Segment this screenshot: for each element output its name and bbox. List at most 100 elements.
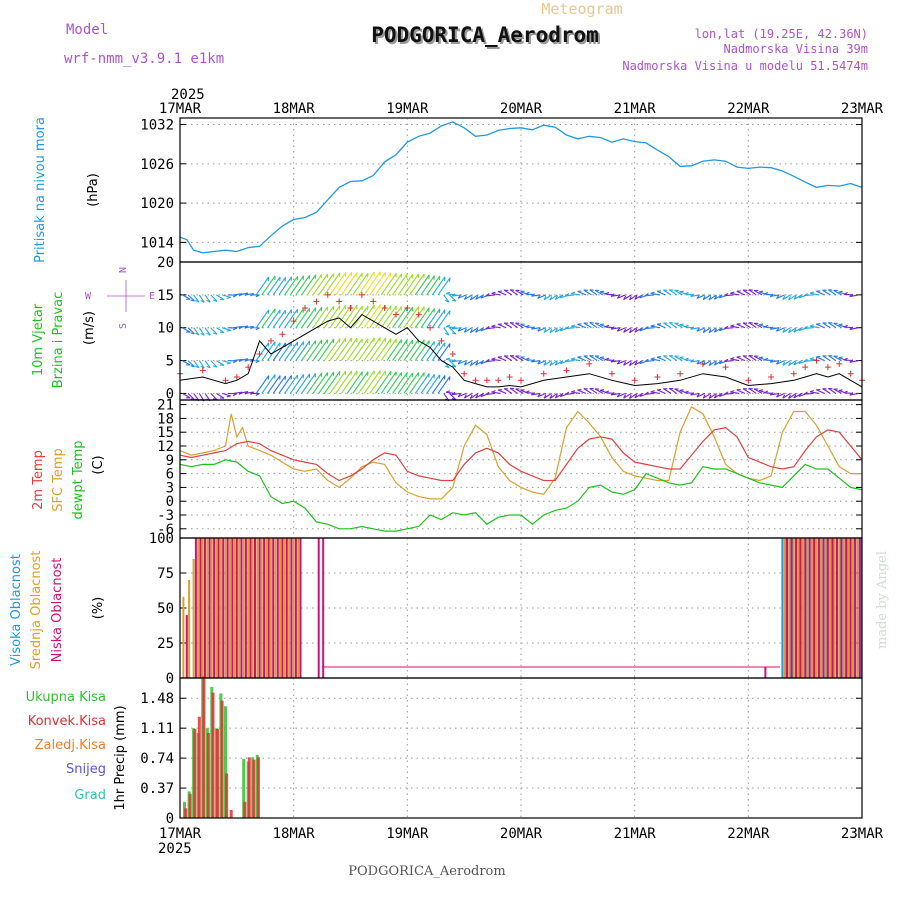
wind-arrow [668, 387, 678, 394]
wind-arrow [221, 360, 231, 364]
wind-arrow [594, 388, 604, 394]
precip-axis-label: 1hr Precip (mm) [113, 705, 128, 810]
wind-arrow [352, 338, 369, 361]
cloud-bar [281, 538, 284, 678]
y-tick-label: 12 [157, 439, 174, 455]
wind-arrow [833, 322, 842, 329]
wind-arrow-head [629, 394, 632, 399]
wind-arrow-head [718, 393, 723, 397]
wind-arrow [267, 375, 281, 394]
wind-arrow-head [690, 326, 695, 330]
wind-arrow-head [232, 393, 237, 397]
wind-arrow [323, 371, 341, 394]
wind-arrow [437, 376, 451, 394]
wind-arrow-head [571, 291, 576, 295]
wind-arrow-head [451, 358, 456, 363]
wind-arrow-head [730, 324, 735, 327]
wind-arrow-head [696, 360, 700, 365]
wind-arrow-head [457, 327, 462, 332]
cloud-bar [240, 538, 243, 678]
wind-arrow [403, 273, 420, 296]
wind-arrow-head [451, 293, 456, 297]
wind-arrow-head [793, 361, 797, 366]
wind-arrow-head [650, 324, 655, 327]
wind-arrow-head [379, 271, 381, 276]
sfc-temp-line [179, 406, 862, 500]
time-tick-label: 22MAR [727, 101, 770, 117]
wind-arrow [182, 392, 191, 399]
temperature-frame [179, 399, 863, 539]
wind-arrow-head [702, 328, 706, 333]
wind-arrow [261, 275, 276, 296]
wind-arrow [457, 360, 467, 365]
cloud-bar [806, 538, 809, 678]
wind-arrow [363, 304, 381, 329]
wind-arrow-head [849, 326, 854, 330]
cloud-bar [845, 538, 848, 678]
wind-arrow-head [764, 324, 769, 328]
wind-arrow [668, 355, 678, 362]
wind-arrow [267, 276, 281, 296]
wind-arrow [770, 327, 780, 330]
wind-arrow [318, 371, 335, 394]
wind-arrow-head [600, 389, 605, 391]
temp-2m-line [179, 426, 863, 482]
wind-arrow [301, 274, 317, 296]
graupel-label: Grad [74, 788, 106, 803]
wind-arrow [464, 294, 473, 300]
cloud-bar [842, 538, 845, 678]
wind-arrow-head [610, 326, 615, 330]
wind-arrow [238, 292, 249, 296]
y-tick-label: 1020 [140, 196, 174, 212]
wind-arrow [363, 271, 381, 296]
wind-arrow-head [793, 394, 797, 399]
wind-arrow [431, 276, 446, 296]
wind-arrow [724, 392, 734, 395]
wind-arrow-head [200, 300, 205, 303]
wind-arrow-head [475, 295, 479, 300]
wind-arrow [730, 325, 740, 329]
compass-north: N [118, 267, 129, 273]
wind-arrow-head [605, 324, 610, 328]
wind-arrow [650, 391, 660, 394]
wind-arrow-head [525, 324, 530, 328]
wind-arrow-head [554, 295, 558, 300]
wind-arrow [663, 322, 672, 329]
wind-arrow-head [485, 391, 490, 395]
wind-arrow [261, 374, 276, 394]
wind-arrow [515, 388, 524, 394]
wind-arrow [261, 308, 276, 329]
wind-arrow-head [190, 365, 195, 368]
wind-arrow [278, 342, 292, 361]
pressure-grid [180, 118, 862, 262]
cloud-bar [233, 538, 236, 678]
wind-arrow [543, 294, 552, 301]
wind-arrow-head [480, 393, 484, 397]
wind-arrow-head [491, 390, 496, 393]
wind-arrow [187, 360, 195, 368]
model-label: Model [66, 22, 108, 38]
wind-arrow [644, 392, 655, 395]
cloud-bar [231, 538, 234, 678]
wind-arrow-head [226, 395, 231, 398]
wind-arrow [443, 360, 450, 369]
wind-arrow [702, 327, 712, 333]
wind-arrow [397, 339, 414, 361]
wind-panel: 0 5 10 15 20 10m Vjetar Brzina i Pravac (m/s… [31, 255, 865, 402]
wind-arrow [804, 294, 814, 297]
wind-arrow [233, 391, 243, 394]
wind-arrow [358, 337, 375, 361]
wind-arrow-head [793, 328, 797, 333]
wind-arrow-head [718, 294, 723, 299]
cloud-bar [283, 538, 286, 678]
cloud-bar [238, 538, 241, 678]
wind-arrow-head [366, 305, 369, 311]
cloud-bar [822, 538, 825, 678]
cloud-bar [242, 538, 245, 678]
wind-arrow [352, 371, 369, 394]
wind-arrow-head [803, 292, 808, 297]
y-tick-label: -6 [157, 522, 174, 538]
wind-arrow [623, 392, 632, 399]
time-tick-label: 20MAR [500, 101, 543, 117]
wind-arrow [650, 292, 660, 296]
